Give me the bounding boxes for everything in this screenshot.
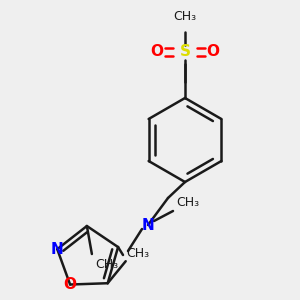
Text: CH₃: CH₃ [173,10,196,22]
Text: O: O [206,44,220,59]
Text: N: N [142,218,154,232]
Text: N: N [51,242,64,257]
Text: O: O [64,277,76,292]
Text: CH₃: CH₃ [126,247,149,260]
Text: O: O [151,44,164,59]
Text: CH₃: CH₃ [95,257,119,271]
Text: CH₃: CH₃ [176,196,200,208]
Text: S: S [179,44,191,59]
